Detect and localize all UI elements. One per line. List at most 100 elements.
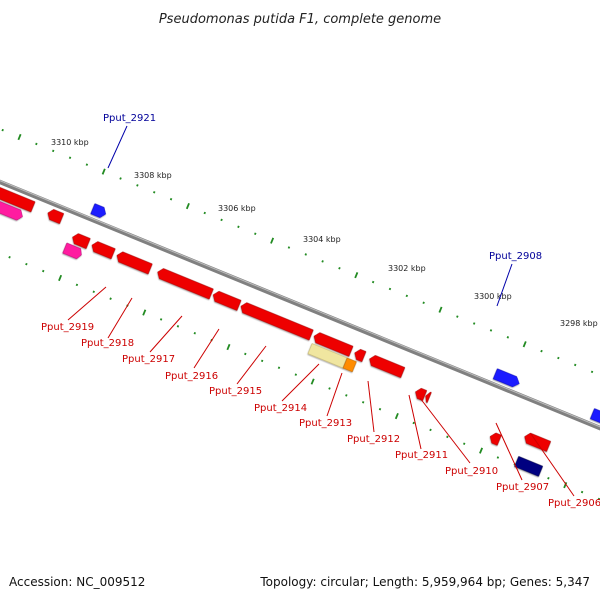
outer-ring-major-tick: [522, 341, 527, 348]
callout-line-2911: [408, 394, 422, 450]
outer-ring-minor-tick: [169, 197, 173, 201]
outer-ring-minor-tick: [573, 363, 577, 367]
callout-lines: [67, 125, 575, 497]
gene-pput-2906[interactable]: [523, 432, 552, 452]
inner-ring-minor-tick: [580, 490, 584, 494]
gene-label-pput-2919[interactable]: Pput_2919: [41, 322, 94, 333]
gene-pput-2915[interactable]: [211, 290, 242, 311]
scale-label: 3310 kbp: [51, 138, 89, 147]
inner-ring-minor-tick: [277, 366, 281, 370]
inner-ring-minor-tick: [294, 373, 298, 376]
inner-ring-minor-tick: [8, 255, 11, 259]
gene-red-small-1[interactable]: [46, 208, 65, 225]
gene-pput-2910[interactable]: [424, 391, 432, 403]
gene-label-pput-2915[interactable]: Pput_2915: [209, 386, 262, 397]
inner-ring-minor-tick: [345, 394, 348, 397]
genome-backbone-highlight: [0, 134, 600, 447]
inner-ring-minor-tick: [176, 325, 180, 328]
gene-pink-small[interactable]: [62, 242, 84, 260]
gene-navy[interactable]: [514, 456, 544, 477]
inner-ring-minor-tick: [412, 421, 415, 425]
genome-summary-text: Topology: circular; Length: 5,959,964 bp…: [259, 575, 590, 589]
outer-ring-minor-tick: [35, 142, 38, 146]
gene-pput-2917[interactable]: [115, 250, 153, 275]
gene-label-pput-2921[interactable]: Pput_2921: [103, 113, 156, 124]
callout-line-2910: [419, 397, 471, 464]
outer-ring-minor-tick: [371, 280, 375, 284]
inner-ring-major-tick: [563, 482, 568, 489]
inner-ring-minor-tick: [109, 297, 112, 300]
inner-ring-major-tick: [310, 378, 315, 385]
gene-pput-2921-arrow[interactable]: [90, 203, 108, 219]
outer-ring-minor-tick: [220, 218, 223, 222]
outer-ring-minor-tick: [1, 128, 4, 132]
map-title: Pseudomonas putida F1, complete genome: [159, 12, 441, 27]
scale-label: 3308 kbp: [134, 171, 172, 180]
callout-line-2913: [326, 372, 343, 417]
gene-pput-2916[interactable]: [156, 267, 214, 300]
gene-pput-2907[interactable]: [488, 431, 502, 446]
forward-strand-genes: [90, 203, 600, 429]
gene-pput-2918[interactable]: [90, 240, 116, 260]
inner-ring-minor-tick: [25, 262, 28, 266]
inner-ring-minor-tick: [328, 387, 331, 390]
outer-ring-minor-tick: [136, 184, 139, 187]
inner-ring-minor-tick: [429, 428, 432, 432]
gene-pput-2908-arrow[interactable]: [492, 368, 521, 389]
gene-label-pput-2916[interactable]: Pput_2916: [165, 371, 218, 382]
scale-label: 3300 kbp: [474, 292, 512, 301]
inner-ring-minor-tick: [193, 331, 196, 335]
gene-label-pput-2917[interactable]: Pput_2917: [122, 354, 175, 365]
scale-label: 3298 kbp: [560, 319, 598, 328]
outer-ring-major-tick: [354, 272, 359, 279]
outer-ring-minor-tick: [506, 336, 510, 339]
inner-ring-minor-tick: [361, 401, 365, 404]
callout-line-2906: [530, 433, 575, 497]
outer-ring-minor-tick: [85, 163, 89, 166]
inner-ring-minor-tick: [496, 456, 500, 459]
gene-pput-2911[interactable]: [413, 387, 428, 402]
accession-text: Accession: NC_009512: [9, 575, 145, 589]
scale-label: 3304 kbp: [303, 235, 341, 244]
gene-pput-2912[interactable]: [367, 354, 406, 379]
callout-line-2921: [107, 125, 128, 169]
callout-line-2916: [193, 328, 220, 369]
gene-red-left-1[interactable]: [0, 159, 36, 213]
gene-label-pput-2913[interactable]: Pput_2913: [299, 418, 352, 429]
gene-pput-2912-small[interactable]: [353, 348, 367, 363]
genome-backbone: [0, 134, 600, 450]
gene-label-pput-2911[interactable]: Pput_2911: [395, 450, 448, 461]
gene-orange[interactable]: [342, 357, 357, 373]
inner-ring-major-tick: [142, 309, 147, 316]
inner-ring-major-tick: [58, 274, 63, 282]
outer-ring-minor-tick: [321, 260, 324, 263]
genome-track: [0, 128, 600, 501]
inner-ring-major-tick: [394, 412, 399, 420]
outer-ring-minor-tick: [153, 191, 156, 194]
outer-ring-minor-tick: [119, 177, 122, 180]
gene-label-pput-2908[interactable]: Pput_2908: [489, 251, 542, 262]
inner-ring-minor-tick: [260, 359, 264, 363]
gene-pput-2914[interactable]: [239, 301, 314, 341]
gene-label-pput-2912[interactable]: Pput_2912: [347, 434, 400, 445]
gene-pink-left[interactable]: [0, 171, 25, 222]
outer-ring-minor-tick: [540, 349, 543, 353]
outer-ring-minor-tick: [456, 315, 459, 318]
gene-label-pput-2907[interactable]: Pput_2907: [496, 482, 549, 493]
inner-ring-minor-tick: [378, 407, 382, 411]
gene-pput-2919[interactable]: [70, 232, 91, 250]
gene-label-pput-2910[interactable]: Pput_2910: [445, 466, 498, 477]
callout-line-2915: [236, 345, 267, 385]
callout-line-2908: [496, 263, 513, 307]
gene-blue-right-arrow[interactable]: [590, 408, 600, 429]
inner-ring-major-tick: [479, 447, 484, 454]
scale-label: 3302 kbp: [388, 264, 426, 273]
inner-ring-minor-tick: [244, 352, 247, 356]
gene-pput-2913[interactable]: [312, 331, 354, 357]
outer-ring-major-tick: [17, 133, 22, 141]
gene-label-pput-2918[interactable]: Pput_2918: [81, 338, 134, 349]
gene-label-pput-2906[interactable]: Pput_2906: [548, 498, 600, 509]
inner-ring-minor-tick: [462, 442, 466, 445]
outer-ring-major-tick: [101, 168, 106, 175]
gene-label-pput-2914[interactable]: Pput_2914: [254, 403, 307, 414]
